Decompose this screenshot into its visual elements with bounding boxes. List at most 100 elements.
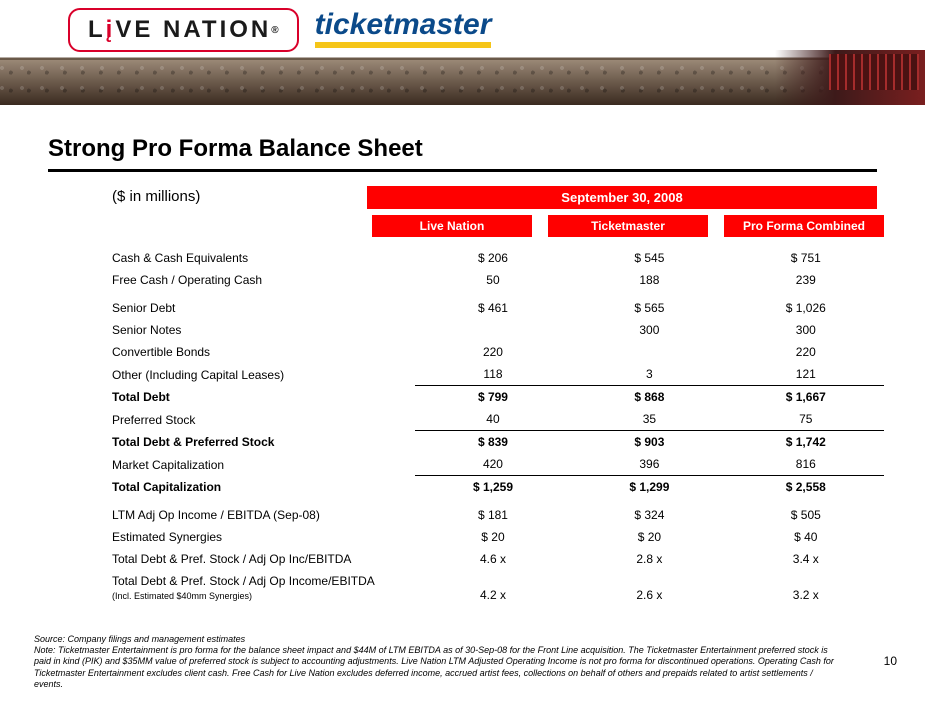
table-row: Total Debt & Preferred Stock$ 839$ 903$ …: [112, 431, 884, 454]
row-label: Senior Notes: [112, 319, 415, 341]
cell: $ 799: [415, 386, 571, 409]
table-row: Estimated Synergies$ 20$ 20$ 40: [112, 526, 884, 548]
cell: $ 461: [415, 291, 571, 319]
cell: $ 20: [415, 526, 571, 548]
cell: 3: [571, 363, 727, 386]
table-row: Other (Including Capital Leases)1183121: [112, 363, 884, 386]
cell: $ 868: [571, 386, 727, 409]
row-label: Preferred Stock: [112, 408, 415, 431]
row-label: Estimated Synergies: [112, 526, 415, 548]
title-rule: [48, 169, 877, 172]
cell: 50: [415, 269, 571, 291]
cell: $ 1,259: [415, 476, 571, 499]
cell: [415, 319, 571, 341]
cell: 2.6 x: [571, 570, 727, 606]
logo-bar: LįVE NATION® ticketmaster: [68, 8, 501, 52]
registered-mark: ®: [271, 25, 278, 36]
col-header-ticketmaster: Ticketmaster: [548, 215, 708, 237]
cell: $ 545: [571, 247, 727, 269]
row-label: Other (Including Capital Leases): [112, 363, 415, 386]
row-label: Total Debt: [112, 386, 415, 409]
cell: 300: [728, 319, 884, 341]
table-row: Convertible Bonds220220: [112, 341, 884, 363]
table-row: Total Debt & Pref. Stock / Adj Op Inc/EB…: [112, 548, 884, 570]
footnotes: Source: Company filings and management e…: [34, 634, 834, 690]
col-header-combined: Pro Forma Combined: [724, 215, 884, 237]
row-label: Free Cash / Operating Cash: [112, 269, 415, 291]
cell: $ 2,558: [728, 476, 884, 499]
cell: [571, 341, 727, 363]
cell: 121: [728, 363, 884, 386]
page-number: 10: [884, 654, 897, 668]
live-nation-i-icon: į: [106, 16, 116, 44]
cell: $ 903: [571, 431, 727, 454]
slide-header: LįVE NATION® ticketmaster: [0, 0, 925, 105]
row-label: Senior Debt: [112, 291, 415, 319]
cell: $ 1,742: [728, 431, 884, 454]
row-label: Total Debt & Preferred Stock: [112, 431, 415, 454]
cell: 3.4 x: [728, 548, 884, 570]
cell: $ 751: [728, 247, 884, 269]
table-row: Cash & Cash Equivalents$ 206$ 545$ 751: [112, 247, 884, 269]
row-label: LTM Adj Op Income / EBITDA (Sep-08): [112, 498, 415, 526]
table-row: Total Debt & Pref. Stock / Adj Op Income…: [112, 570, 884, 606]
cell: 300: [571, 319, 727, 341]
cell: $ 839: [415, 431, 571, 454]
cell: 420: [415, 453, 571, 476]
cell: 2.8 x: [571, 548, 727, 570]
cell: 220: [728, 341, 884, 363]
column-headers: Live Nation Ticketmaster Pro Forma Combi…: [112, 215, 877, 237]
cell: 75: [728, 408, 884, 431]
live-nation-text-a: L: [88, 16, 106, 44]
live-nation-text-b: VE NATION: [115, 16, 271, 44]
date-header: September 30, 2008: [367, 186, 877, 209]
cell: $ 206: [415, 247, 571, 269]
cell: 35: [571, 408, 727, 431]
row-label: Market Capitalization: [112, 453, 415, 476]
table-row: Free Cash / Operating Cash50188239: [112, 269, 884, 291]
cell: 3.2 x: [728, 570, 884, 606]
cell: $ 1,299: [571, 476, 727, 499]
cell: 396: [571, 453, 727, 476]
cell: 239: [728, 269, 884, 291]
ticketmaster-underline: [315, 42, 492, 48]
cell: $ 1,026: [728, 291, 884, 319]
table-row: Total Debt$ 799$ 868$ 1,667: [112, 386, 884, 409]
cell: $ 181: [415, 498, 571, 526]
table-row: Market Capitalization420396816: [112, 453, 884, 476]
live-nation-logo: LįVE NATION®: [68, 8, 299, 52]
cell: 816: [728, 453, 884, 476]
cell: $ 505: [728, 498, 884, 526]
table-row: Senior Debt$ 461$ 565$ 1,026: [112, 291, 884, 319]
row-label: Total Debt & Pref. Stock / Adj Op Income…: [112, 570, 415, 606]
cell: 4.6 x: [415, 548, 571, 570]
ticketmaster-logo: ticketmaster: [305, 8, 502, 52]
table-row: Senior Notes 300300: [112, 319, 884, 341]
cell: $ 20: [571, 526, 727, 548]
ticketmaster-text: ticketmaster: [315, 10, 492, 40]
stage-image: [775, 50, 925, 105]
table-top-row: ($ in millions) September 30, 2008: [112, 186, 877, 209]
cell: 4.2 x: [415, 570, 571, 606]
row-label: Convertible Bonds: [112, 341, 415, 363]
table-row: Preferred Stock403575: [112, 408, 884, 431]
financial-table: Cash & Cash Equivalents$ 206$ 545$ 751 F…: [112, 247, 884, 606]
table-row: Total Capitalization$ 1,259$ 1,299$ 2,55…: [112, 476, 884, 499]
units-label: ($ in millions): [112, 186, 200, 205]
footnote-source: Source: Company filings and management e…: [34, 634, 834, 645]
cell: 188: [571, 269, 727, 291]
table-row: LTM Adj Op Income / EBITDA (Sep-08)$ 181…: [112, 498, 884, 526]
row-label-main: Total Debt & Pref. Stock / Adj Op Income…: [112, 574, 375, 588]
row-label: Total Debt & Pref. Stock / Adj Op Inc/EB…: [112, 548, 415, 570]
cell: 40: [415, 408, 571, 431]
cell: 220: [415, 341, 571, 363]
cell: $ 324: [571, 498, 727, 526]
col-header-live-nation: Live Nation: [372, 215, 532, 237]
cell: $ 565: [571, 291, 727, 319]
footnote-note: Note: Ticketmaster Entertainment is pro …: [34, 645, 834, 690]
slide-body: Strong Pro Forma Balance Sheet ($ in mil…: [0, 105, 925, 606]
row-label-sub: (Incl. Estimated $40mm Synergies): [112, 591, 252, 601]
row-label: Total Capitalization: [112, 476, 415, 499]
row-label: Cash & Cash Equivalents: [112, 247, 415, 269]
cell: $ 1,667: [728, 386, 884, 409]
